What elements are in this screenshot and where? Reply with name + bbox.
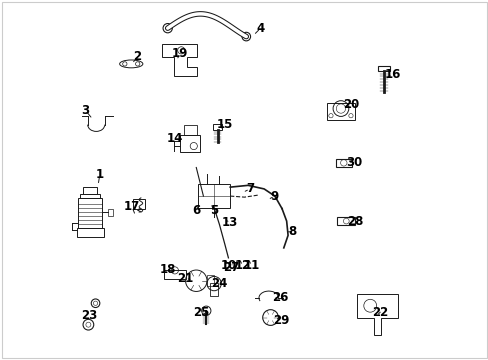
Text: 16: 16 <box>384 68 400 81</box>
Bar <box>377 66 389 71</box>
Bar <box>337 217 354 225</box>
Text: 17: 17 <box>123 200 140 213</box>
Text: 18: 18 <box>159 263 176 276</box>
Text: 7: 7 <box>245 183 253 195</box>
Bar <box>83 187 97 194</box>
Bar <box>108 208 113 216</box>
Bar <box>198 184 230 208</box>
Text: 8: 8 <box>288 225 296 238</box>
Text: 5: 5 <box>209 204 218 217</box>
Text: 26: 26 <box>271 291 288 305</box>
Text: 19: 19 <box>172 47 188 60</box>
Bar <box>213 123 222 130</box>
Text: 23: 23 <box>81 309 97 322</box>
Text: 22: 22 <box>371 306 387 319</box>
Text: 6: 6 <box>192 204 200 217</box>
Bar <box>183 125 196 135</box>
Bar <box>77 228 103 237</box>
Text: 25: 25 <box>192 306 209 319</box>
Bar <box>209 283 218 296</box>
Text: 30: 30 <box>346 156 362 168</box>
Text: 13: 13 <box>222 216 238 229</box>
Text: 29: 29 <box>272 314 289 327</box>
Bar <box>335 158 351 167</box>
Bar <box>164 270 185 279</box>
Bar <box>180 135 200 153</box>
Text: 2: 2 <box>133 50 141 63</box>
Text: 4: 4 <box>256 22 264 35</box>
Text: 10: 10 <box>220 259 236 272</box>
Text: 15: 15 <box>216 118 233 131</box>
Text: 27: 27 <box>223 261 239 274</box>
Text: 9: 9 <box>270 190 279 203</box>
Text: 12: 12 <box>234 259 250 272</box>
Bar <box>326 103 354 120</box>
Bar <box>78 198 102 228</box>
Text: 24: 24 <box>211 277 227 290</box>
Text: 20: 20 <box>343 99 359 112</box>
Text: 1: 1 <box>96 168 103 181</box>
Text: 21: 21 <box>177 272 193 285</box>
Text: 28: 28 <box>346 215 363 228</box>
Text: 14: 14 <box>166 132 183 145</box>
Bar <box>206 275 214 286</box>
Bar <box>132 199 145 208</box>
Bar <box>80 194 100 198</box>
Text: 3: 3 <box>81 104 89 117</box>
Text: 11: 11 <box>243 259 259 272</box>
